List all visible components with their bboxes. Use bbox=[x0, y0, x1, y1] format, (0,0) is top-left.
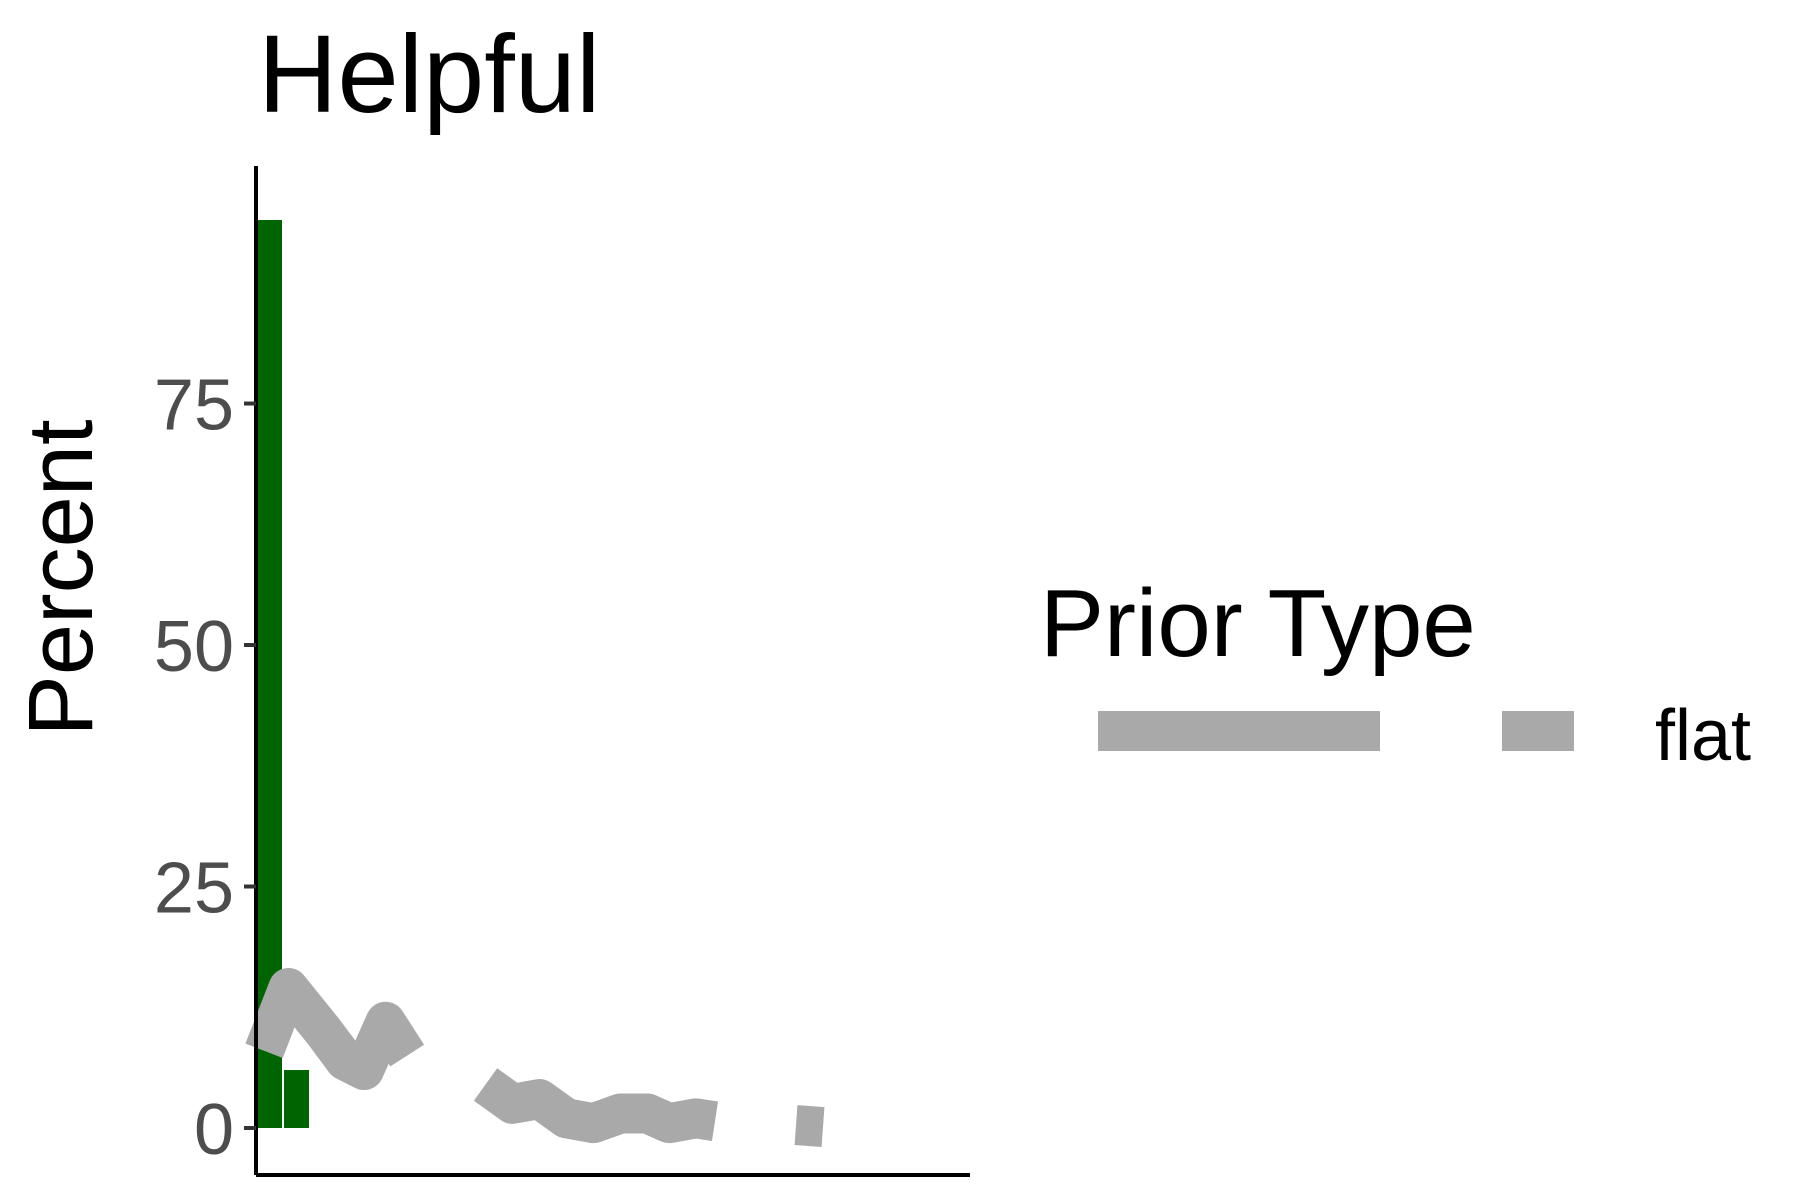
series-flat-segment-2 bbox=[794, 1105, 825, 1147]
y-axis-label: Percent bbox=[10, 419, 112, 736]
bar-1 bbox=[284, 1070, 309, 1128]
series-flat-segment-1 bbox=[473, 1068, 719, 1144]
bar-layer bbox=[257, 220, 309, 1128]
legend-title: Prior Type bbox=[1040, 570, 1476, 677]
chart-title: Helpful bbox=[258, 13, 600, 136]
y-ticks: 0 25 50 75 bbox=[154, 366, 256, 1170]
y-tick-label-75: 75 bbox=[154, 366, 234, 446]
legend-label-flat: flat bbox=[1655, 696, 1751, 776]
line-layer bbox=[245, 967, 825, 1147]
legend-point-key bbox=[1502, 711, 1574, 751]
y-tick-label-50: 50 bbox=[154, 607, 234, 687]
y-tick-label-0: 0 bbox=[194, 1090, 234, 1170]
y-tick-label-25: 25 bbox=[154, 849, 234, 929]
legend-line-key bbox=[1098, 711, 1380, 751]
series-flat-segment-0 bbox=[245, 967, 425, 1091]
